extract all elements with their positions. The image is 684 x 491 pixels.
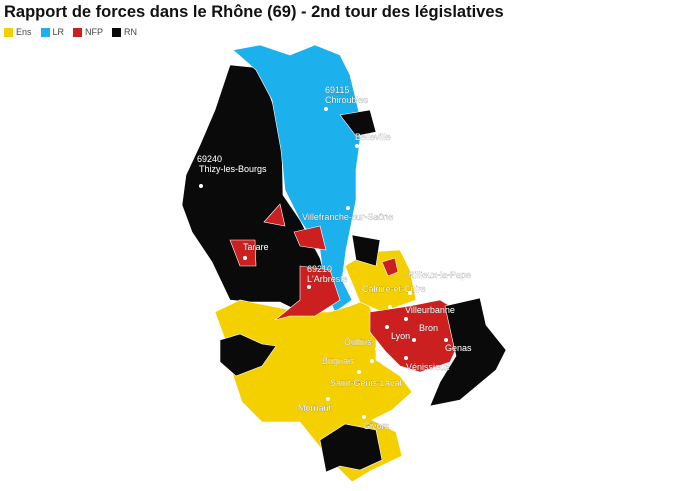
place-dot[interactable] [385, 325, 389, 329]
place-dot[interactable] [444, 338, 448, 342]
page-title: Rapport de forces dans le Rhône (69) - 2… [4, 3, 504, 21]
legend-label: RN [124, 27, 138, 37]
legend-item-lr: LR [40, 27, 65, 37]
place-dot[interactable] [404, 356, 408, 360]
place-dot[interactable] [357, 370, 361, 374]
region-nfp-2[interactable] [293, 225, 327, 251]
legend-swatch [112, 27, 122, 37]
region-nfp-rillieux[interactable] [381, 257, 399, 277]
place-label: Oullins [344, 337, 372, 347]
legend-label: NFP [85, 27, 104, 37]
region-rn-south[interactable] [319, 423, 383, 473]
place-label: Chiroubles [325, 95, 369, 105]
place-label: Saint-Genis-Laval [330, 378, 402, 388]
legend-item-nfp: NFP [73, 27, 103, 37]
legend-swatch [73, 27, 83, 37]
region-rn-southwest[interactable] [219, 333, 277, 377]
place-dot[interactable] [199, 184, 203, 188]
region-nfp-tarare[interactable] [229, 239, 257, 267]
place-label: Rillieux-la-Pape [408, 270, 471, 280]
place-labels: 69115 Chiroubles Belleville 69240 Thizy-… [197, 85, 472, 431]
legend-label: LR [52, 27, 65, 37]
place-dot[interactable] [370, 359, 374, 363]
place-dot[interactable] [408, 291, 412, 295]
place-label: Caluire-et-Cuire [362, 284, 426, 294]
place-label: Belleville [355, 132, 391, 142]
region-rn-east[interactable] [429, 297, 507, 407]
place-label: Genas [445, 343, 472, 353]
region-rn-center[interactable] [351, 234, 381, 267]
region-nfp-arbresle[interactable] [274, 265, 341, 321]
legend: Ens LR NFP RN [4, 27, 137, 37]
region-nfp-1[interactable] [263, 203, 286, 227]
place-label: L'Arbresle [307, 274, 347, 284]
place-dot[interactable] [307, 285, 311, 289]
place-label: Thizy-les-Bourgs [199, 164, 267, 174]
place-dot[interactable] [404, 317, 408, 321]
place-dot[interactable] [362, 415, 366, 419]
place-label: Villefranche-sur-Saône [302, 212, 393, 222]
place-label: Mornant [298, 403, 332, 413]
place-dot[interactable] [346, 206, 350, 210]
place-label: Villeurbanne [405, 305, 455, 315]
place-label: Brignais [322, 356, 355, 366]
legend-item-ens: Ens [4, 27, 32, 37]
place-dot[interactable] [388, 305, 392, 309]
place-dot[interactable] [412, 338, 416, 342]
place-code: 69240 [197, 154, 222, 164]
place-label: Lyon [391, 331, 410, 341]
place-label: Givors [363, 421, 390, 431]
legend-swatch [4, 27, 13, 37]
place-dot[interactable] [375, 347, 379, 351]
place-dot[interactable] [243, 256, 247, 260]
place-dot[interactable] [326, 397, 330, 401]
place-label: Bron [419, 323, 438, 333]
legend-label: Ens [16, 27, 32, 37]
region-lr-north[interactable] [232, 44, 363, 313]
place-dots [199, 107, 448, 419]
place-dot[interactable] [324, 107, 328, 111]
place-dot[interactable] [355, 144, 359, 148]
place-code: 69210 [307, 264, 332, 274]
legend-item-rn: RN [112, 27, 137, 37]
place-label: Vénissieux [406, 362, 450, 372]
place-code: 69115 [325, 85, 349, 95]
place-label: Tarare [243, 242, 269, 252]
region-nfp-lyon[interactable] [369, 299, 461, 373]
legend-swatch [40, 27, 50, 37]
region-rn-belleville[interactable] [339, 109, 377, 137]
